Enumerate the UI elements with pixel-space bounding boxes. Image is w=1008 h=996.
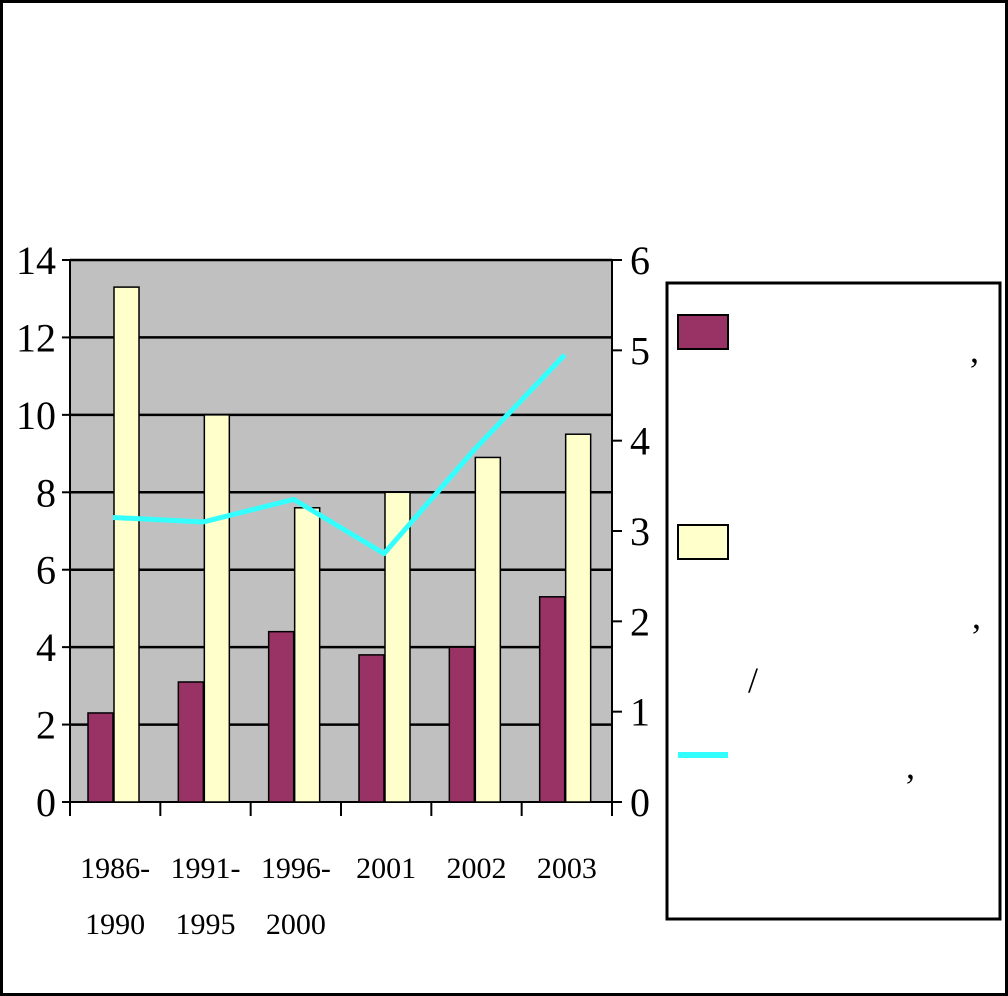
- legend-text-2a: ,: [972, 596, 981, 636]
- bar-series-1: [267, 630, 295, 803]
- y-left-tick-label: 6: [36, 548, 56, 593]
- y-left-tick-label: 10: [16, 393, 56, 438]
- bar-series-1: [358, 654, 385, 803]
- legend-text-3: ,: [906, 746, 915, 786]
- line-series-1: [112, 353, 567, 557]
- x-category-label: 2001: [356, 852, 416, 885]
- bar-series-2: [113, 286, 140, 803]
- plot-area: [70, 260, 612, 802]
- y-right-tick-label: 2: [630, 599, 650, 644]
- bar-series-1: [448, 646, 476, 803]
- x-category-label: 1995: [176, 908, 236, 941]
- legend-text-2b: /: [748, 660, 758, 700]
- y-left-tick-label: 2: [36, 703, 56, 748]
- x-category-label: 2000: [266, 908, 326, 941]
- y-right-tick-label: 1: [630, 690, 650, 735]
- y-left-tick-label: 14: [16, 238, 56, 283]
- bar-series-2: [293, 507, 321, 803]
- legend-text-1: ,: [970, 330, 979, 370]
- y-left-tick-label: 0: [36, 780, 56, 825]
- x-category-label: 1986-: [80, 852, 150, 885]
- y-right-tick-label: 5: [630, 328, 650, 373]
- bar-series-2: [564, 433, 592, 803]
- x-category-label: 2003: [537, 852, 597, 885]
- bar-series-1: [87, 712, 114, 803]
- bar-series-2: [203, 414, 231, 803]
- y-right-tick-label: 0: [630, 780, 650, 825]
- legend-swatch-1: [677, 314, 729, 350]
- y-right-tick-label: 4: [630, 419, 650, 464]
- x-category-label: 1991-: [171, 852, 241, 885]
- bar-series-1: [538, 596, 566, 803]
- y-left-tick-label: 8: [36, 470, 56, 515]
- y-left-tick-label: 4: [36, 625, 56, 670]
- y-left-tick-label: 12: [16, 315, 56, 360]
- bar-series-1: [177, 681, 205, 803]
- legend-swatch-2: [677, 524, 729, 560]
- x-category-label: 2002: [447, 852, 507, 885]
- bar-series-2: [474, 456, 502, 803]
- legend: [665, 281, 1002, 921]
- y-right-tick-label: 6: [630, 238, 650, 283]
- x-category-label: 1996-: [261, 852, 331, 885]
- x-category-label: 1990: [85, 908, 145, 941]
- y-right-tick-label: 3: [630, 509, 650, 554]
